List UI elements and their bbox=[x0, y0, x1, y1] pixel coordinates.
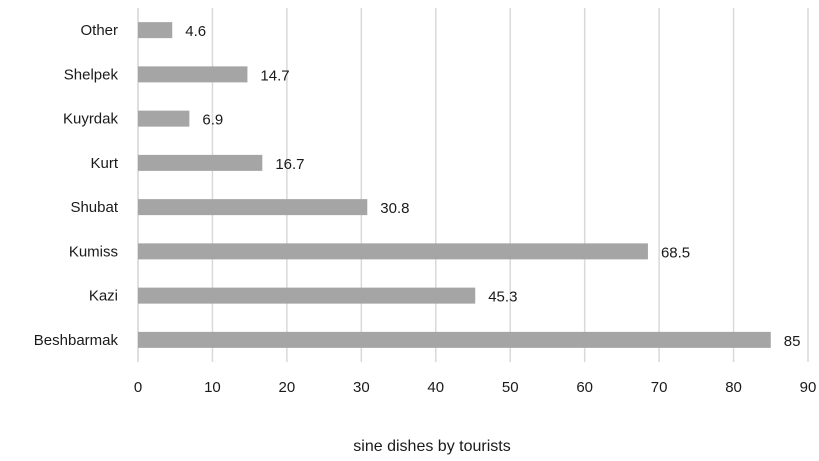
category-label: Kazi bbox=[89, 288, 118, 305]
category-label: Shubat bbox=[70, 199, 118, 216]
bar-other bbox=[138, 22, 173, 39]
x-tick-label: 70 bbox=[651, 379, 668, 396]
x-tick-label: 0 bbox=[134, 379, 142, 396]
category-label: Kurt bbox=[90, 155, 118, 172]
category-label: Kumiss bbox=[69, 243, 118, 260]
x-tick-label: 20 bbox=[279, 379, 296, 396]
category-label: Shelpek bbox=[64, 66, 119, 83]
x-tick-label: 40 bbox=[427, 379, 444, 396]
category-labels: Beshbarmak Kazi Kumiss Shubat Kurt Kuyrdak She… bbox=[34, 22, 119, 349]
bars bbox=[138, 22, 771, 348]
bar-kazi bbox=[138, 287, 476, 304]
x-tick-label: 50 bbox=[502, 379, 519, 396]
x-tick-label: 90 bbox=[800, 379, 817, 396]
category-label: Beshbarmak bbox=[34, 332, 119, 349]
bar-kurt bbox=[138, 154, 263, 171]
x-tick-label: 80 bbox=[725, 379, 742, 396]
bar-kumiss bbox=[138, 243, 648, 260]
bar-beshbarmak bbox=[138, 331, 771, 348]
data-label: 45.3 bbox=[488, 289, 517, 306]
data-label: 68.5 bbox=[661, 244, 690, 261]
category-label: Kuyrdak bbox=[63, 111, 119, 128]
category-label: Other bbox=[80, 22, 118, 39]
x-tick-label: 10 bbox=[204, 379, 221, 396]
x-tick-label: 60 bbox=[576, 379, 593, 396]
data-label: 4.6 bbox=[185, 23, 206, 40]
x-tick-label: 30 bbox=[353, 379, 370, 396]
data-label: 16.7 bbox=[275, 156, 304, 173]
x-axis-title: sine dishes by tourists bbox=[353, 438, 510, 455]
bar-shubat bbox=[138, 199, 368, 216]
data-labels: 85 45.3 68.5 30.8 16.7 6.9 14.7 4.6 bbox=[185, 23, 800, 350]
bar-kuyrdak bbox=[138, 110, 190, 127]
bar-shelpek bbox=[138, 66, 248, 83]
gridlines bbox=[137, 8, 809, 362]
data-label: 30.8 bbox=[380, 200, 409, 217]
x-axis-tick-labels: 0 10 20 30 40 50 60 70 80 90 bbox=[134, 379, 817, 396]
data-label: 85 bbox=[784, 333, 801, 350]
data-label: 14.7 bbox=[260, 67, 289, 84]
data-label: 6.9 bbox=[202, 112, 223, 129]
